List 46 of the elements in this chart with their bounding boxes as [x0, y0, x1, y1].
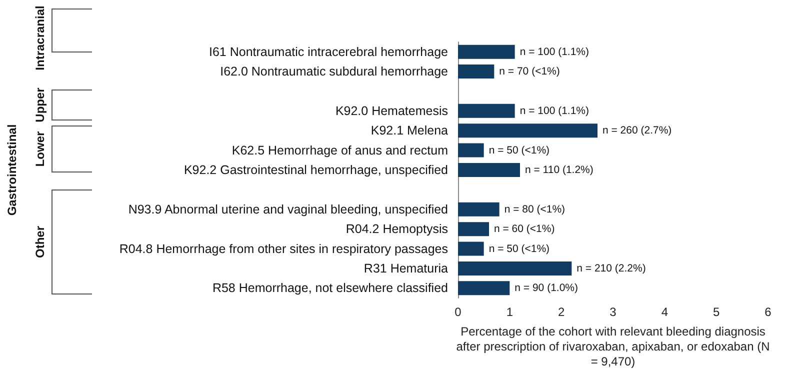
text: Lower: [33, 131, 47, 167]
y-tick-label: K62.5 Hemorrhage of anus and rectum: [232, 143, 448, 158]
text: Other: [33, 226, 47, 258]
data-label: n = 80 (<1%): [504, 203, 566, 216]
y-tick-label: R58 Hemorrhage, not elsewhere classified: [212, 281, 448, 296]
x-tick-label: 0: [454, 305, 462, 319]
y-tick-label: I61 Nontraumatic intracerebral hemorrhage: [208, 44, 448, 59]
text: Upper: [33, 87, 47, 122]
y-tick-label: K92.1 Melena: [370, 124, 448, 138]
y-tick-label: R04.2 Hemoptysis: [346, 222, 448, 236]
bar: [458, 163, 520, 177]
data-label: n = 70 (<1%): [499, 66, 560, 78]
x-axis-title: Percentage of the cohort with relevant bleeding diagnosis after prescription of rivaroxaban, apixaban, or edoxaban (N = 9,470): [456, 324, 770, 368]
y-tick-label: R04.8 Hemorrhage from other sites in respiratory passages: [119, 242, 448, 256]
y-tick-label: R31 Hematuria: [364, 261, 448, 276]
bar: [458, 44, 515, 59]
bar: [458, 242, 484, 256]
bar: [458, 124, 598, 138]
x-tick-label: 4: [661, 305, 668, 319]
bar: [458, 281, 510, 296]
data-label: n = 60 (<1%): [494, 223, 555, 236]
bar: [458, 202, 500, 216]
text: Intracranial: [33, 6, 47, 70]
x-tick-label: 5: [712, 305, 720, 319]
data-label: n = 90 (1.0%): [514, 282, 578, 294]
data-label: n = 110 (1.2%): [525, 164, 594, 176]
data-label: n = 210 (2.2%): [576, 262, 646, 274]
data-label: n = 260 (2.7%): [602, 124, 672, 137]
data-label: n = 100 (1.1%): [520, 46, 590, 58]
y-tick-label: I62.0 Nontraumatic subdural hemorrhage: [220, 64, 448, 79]
bar: [458, 222, 489, 236]
data-label: n = 50 (<1%): [488, 242, 550, 255]
x-tick-label: 3: [610, 305, 617, 319]
bar: [458, 104, 515, 118]
bar: [458, 143, 484, 158]
text: Gastrointestinal: [5, 124, 19, 216]
data-label: n = 50 (<1%): [488, 144, 550, 156]
data-label: n = 100 (1.1%): [520, 104, 590, 117]
x-tick-label: 2: [558, 305, 565, 319]
y-tick-label: K92.0 Hematemesis: [335, 104, 448, 118]
bar: [458, 64, 494, 79]
y-tick-label: K92.2 Gastrointestinal hemorrhage, unspecified: [184, 163, 448, 177]
bar: [458, 261, 572, 276]
x-tick-label: 6: [764, 305, 772, 319]
y-tick-label: N93.9 Abnormal uterine and vaginal bleeding, unspecified: [128, 202, 448, 216]
x-tick-label: 1: [506, 305, 514, 319]
